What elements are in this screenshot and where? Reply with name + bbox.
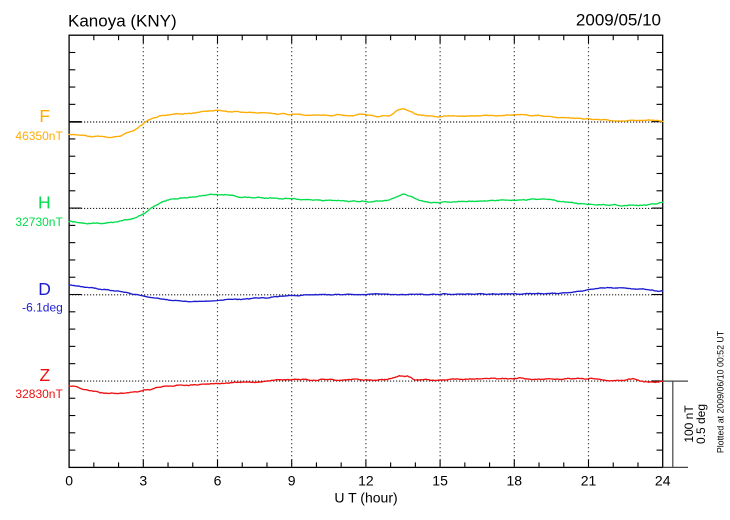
svg-text:9: 9 (288, 473, 296, 489)
svg-text:-6.1deg: -6.1deg (22, 301, 63, 315)
svg-text:0.5 deg: 0.5 deg (694, 404, 708, 444)
svg-text:12: 12 (358, 473, 374, 489)
svg-text:15: 15 (432, 473, 448, 489)
svg-text:Plotted at 2009/06/10 00:52 UT: Plotted at 2009/06/10 00:52 UT (716, 330, 726, 453)
svg-text:32830nT: 32830nT (15, 387, 63, 401)
svg-text:18: 18 (507, 473, 523, 489)
svg-text:21: 21 (581, 473, 597, 489)
svg-text:2009/05/10: 2009/05/10 (576, 11, 661, 30)
svg-text:Kanoya (KNY): Kanoya (KNY) (68, 12, 177, 31)
svg-text:32730nT: 32730nT (15, 215, 63, 229)
svg-text:3: 3 (139, 473, 147, 489)
svg-text:6: 6 (214, 473, 222, 489)
svg-text:F: F (39, 106, 50, 126)
svg-text:U T (hour): U T (hour) (334, 490, 397, 506)
svg-text:Z: Z (39, 365, 50, 385)
svg-text:D: D (38, 279, 51, 299)
svg-text:24: 24 (655, 473, 671, 489)
svg-text:0: 0 (65, 473, 73, 489)
svg-text:100 nT: 100 nT (682, 405, 696, 443)
svg-text:H: H (38, 192, 51, 212)
svg-text:46350nT: 46350nT (15, 129, 63, 143)
